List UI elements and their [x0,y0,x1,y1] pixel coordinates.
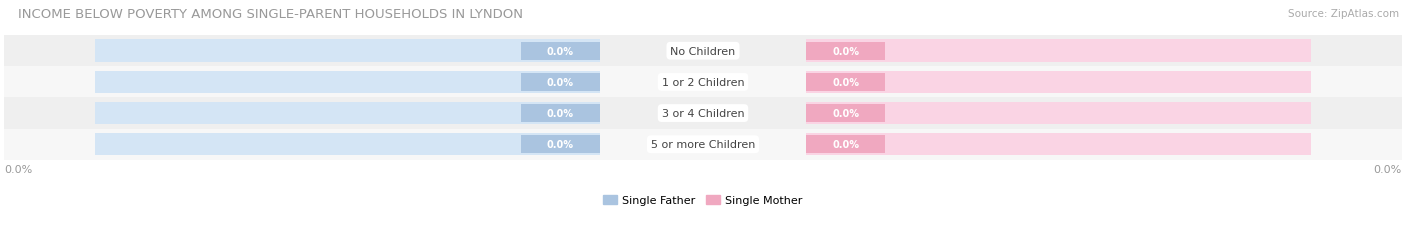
Bar [520,135,600,154]
Text: 0.0%: 0.0% [832,109,859,119]
Text: No Children: No Children [671,46,735,56]
Text: 0.0%: 0.0% [832,46,859,56]
Bar [520,42,600,61]
Bar [520,73,600,92]
Bar [4,67,1402,98]
Text: 0.0%: 0.0% [547,109,574,119]
Legend: Single Father, Single Mother: Single Father, Single Mother [599,191,807,210]
Bar [4,129,1402,160]
Text: 0.0%: 0.0% [1374,164,1402,174]
Bar [806,135,886,154]
Bar [806,71,1310,94]
Text: 0.0%: 0.0% [832,140,859,150]
Bar [96,40,600,63]
Text: 0.0%: 0.0% [547,140,574,150]
Text: 0.0%: 0.0% [547,78,574,88]
Bar [806,104,886,123]
Bar [96,71,600,94]
Bar [4,36,1402,67]
Text: 0.0%: 0.0% [832,78,859,88]
Bar [96,134,600,156]
Bar [806,42,886,61]
Bar [806,102,1310,125]
Bar [96,102,600,125]
Text: Source: ZipAtlas.com: Source: ZipAtlas.com [1288,9,1399,19]
Bar [4,98,1402,129]
Text: 5 or more Children: 5 or more Children [651,140,755,150]
Text: 0.0%: 0.0% [4,164,32,174]
Text: 3 or 4 Children: 3 or 4 Children [662,109,744,119]
Bar [806,40,1310,63]
Bar [806,73,886,92]
Bar [520,104,600,123]
Text: 0.0%: 0.0% [547,46,574,56]
Text: 1 or 2 Children: 1 or 2 Children [662,78,744,88]
Bar [806,134,1310,156]
Text: INCOME BELOW POVERTY AMONG SINGLE-PARENT HOUSEHOLDS IN LYNDON: INCOME BELOW POVERTY AMONG SINGLE-PARENT… [18,8,523,21]
